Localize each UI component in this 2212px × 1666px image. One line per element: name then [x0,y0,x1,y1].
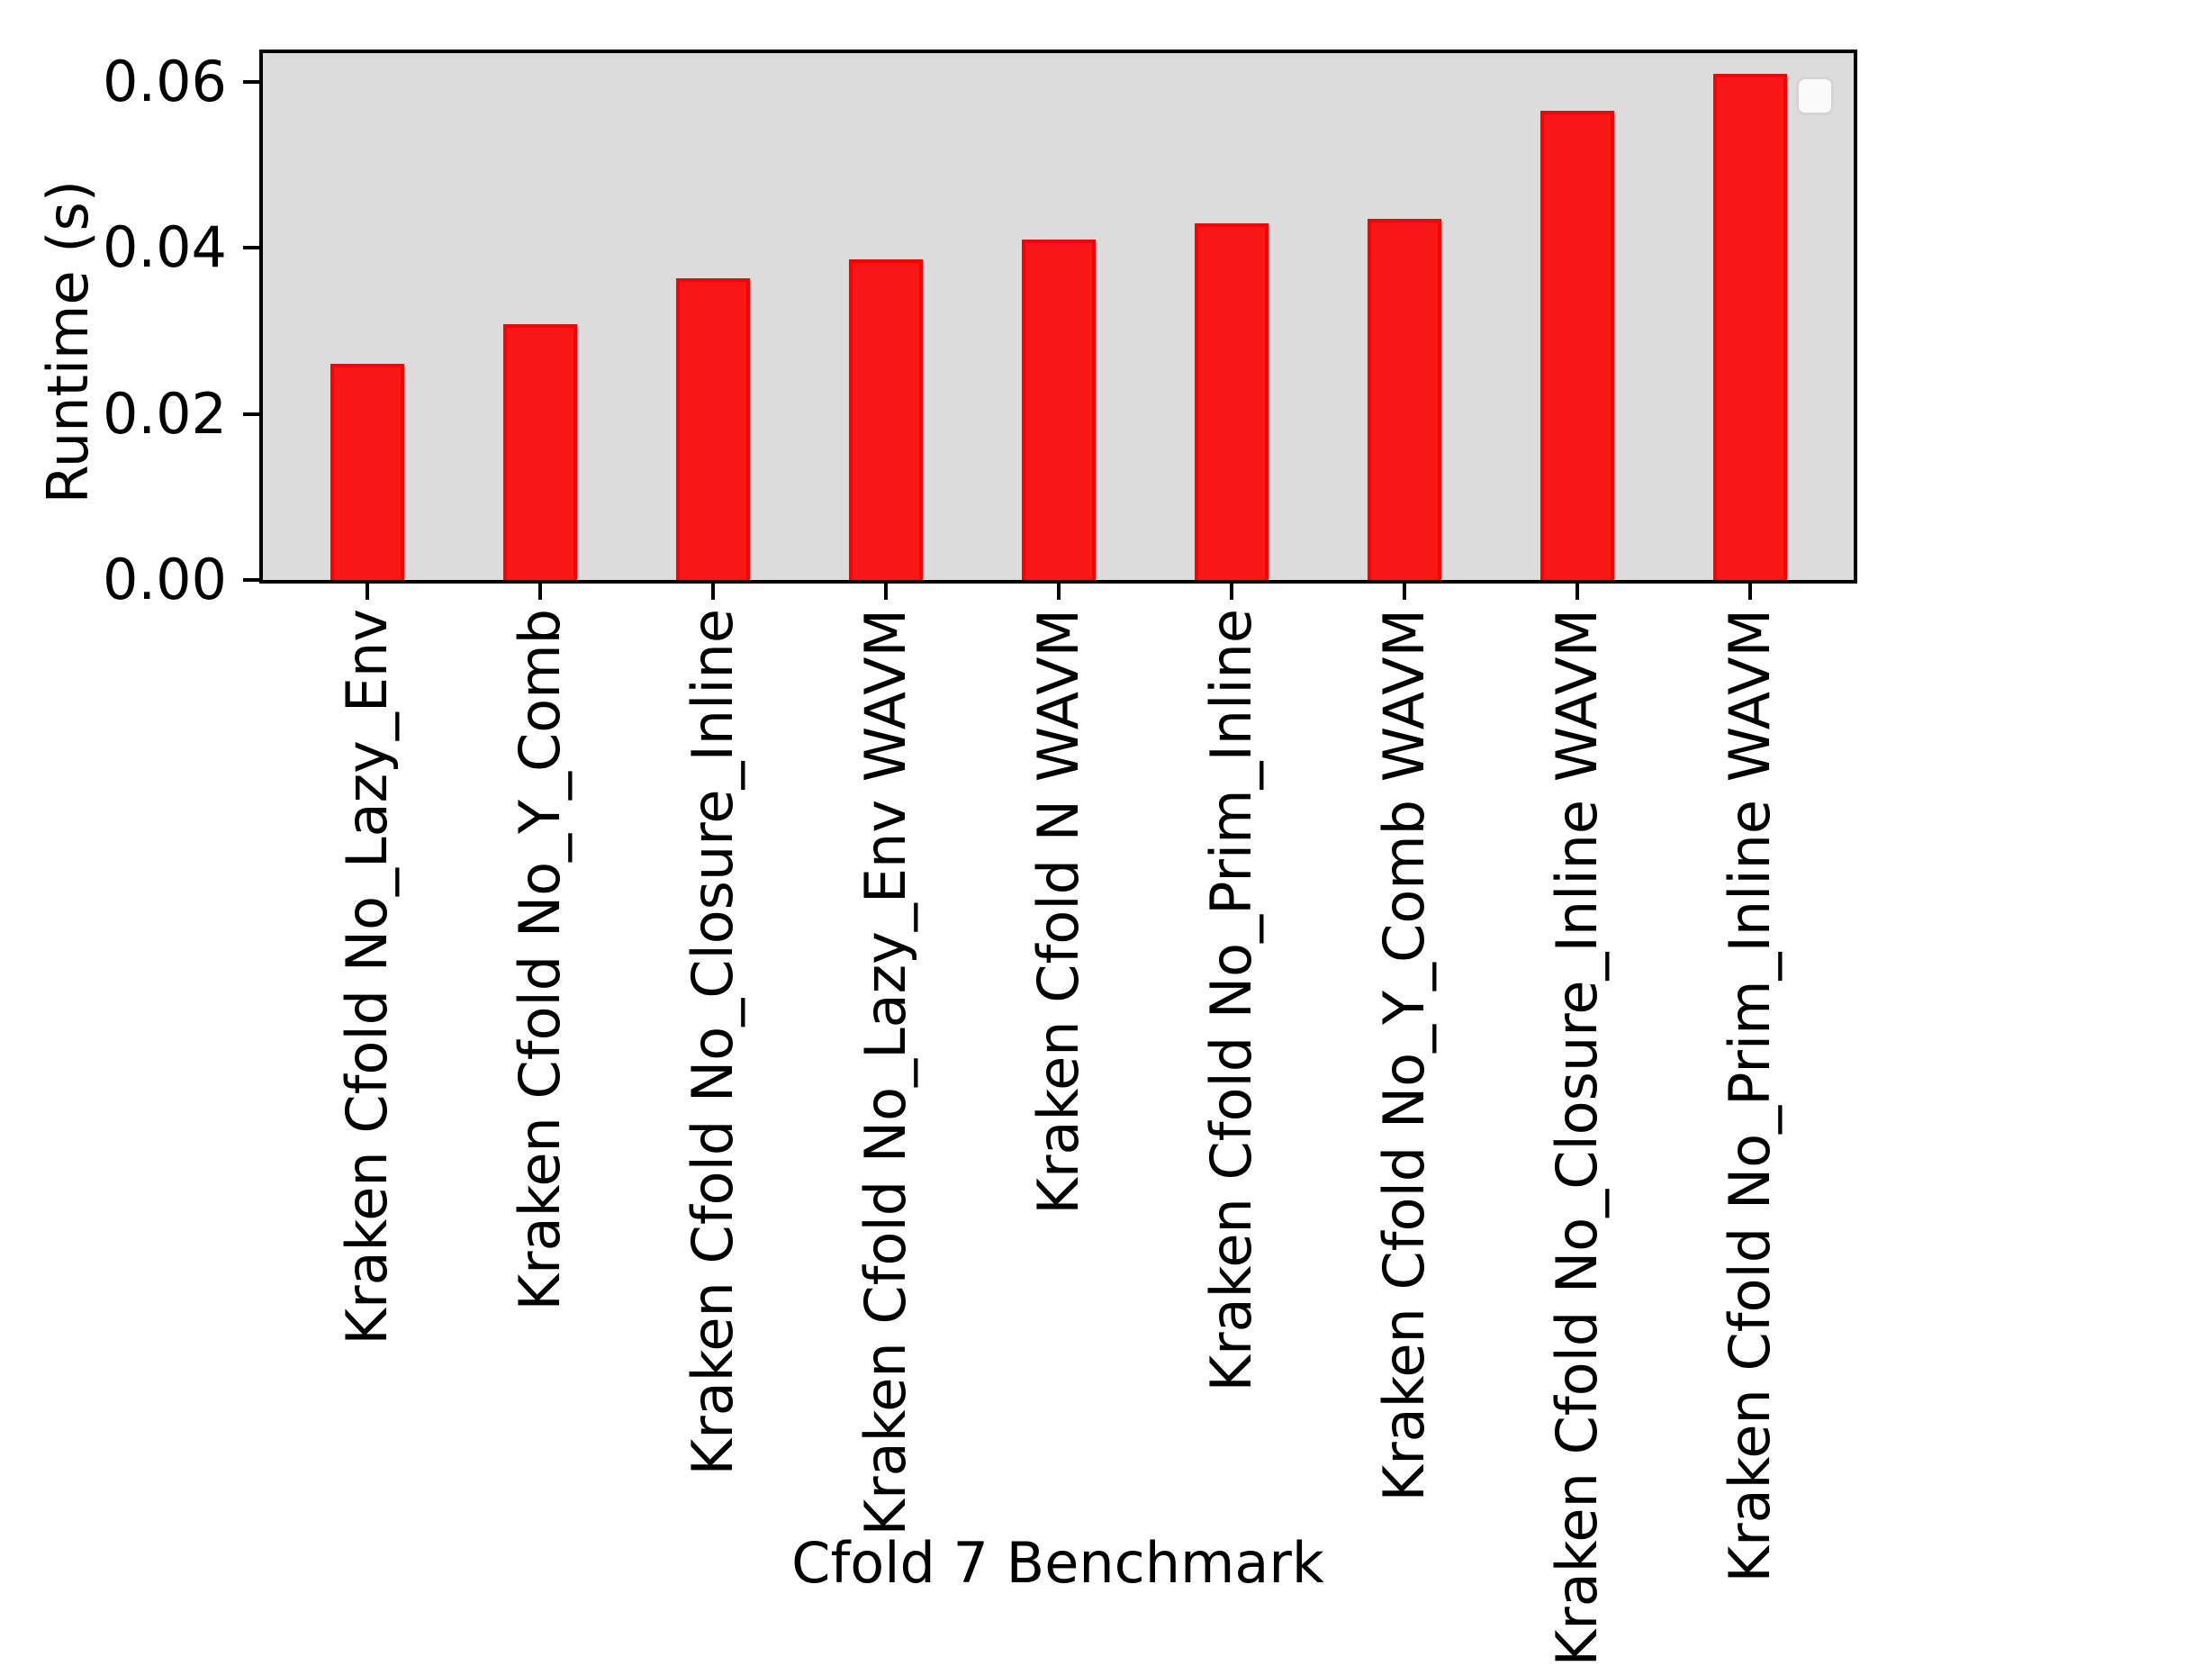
x-tick-label-4: Kraken Cfold No_Lazy_Env WAVM [853,609,918,1536]
plot-area [259,50,1857,584]
bar-4 [849,259,923,580]
legend-box [1796,77,1834,115]
x-tick-label-6: Kraken Cfold No_Prim_Inline [1198,609,1264,1392]
bar-1 [330,364,404,580]
x-tick-label-1: Kraken Cfold No_Lazy_Env [334,609,400,1345]
x-tick-mark-2 [538,584,542,600]
x-tick-mark-8 [1575,584,1579,600]
y-tick-mark-0.00 [243,578,259,582]
bars-layer [263,53,1854,580]
y-tick-mark-0.04 [243,246,259,250]
bar-9 [1713,74,1787,580]
y-axis-title: Runtime (s) [35,180,101,504]
y-tick-label-0.06: 0.06 [102,49,227,115]
x-tick-label-5: Kraken Cfold N WAVM [1025,609,1091,1215]
bar-7 [1368,219,1441,580]
bar-5 [1022,240,1096,580]
y-tick-mark-0.02 [243,412,259,416]
y-tick-label-0.04: 0.04 [102,214,227,281]
x-tick-label-9: Kraken Cfold No_Prim_Inline WAVM [1717,609,1783,1583]
bar-3 [676,278,750,580]
x-tick-label-7: Kraken Cfold No_Y_Comb WAVM [1371,609,1437,1502]
bar-6 [1195,223,1269,580]
x-tick-label-3: Kraken Cfold No_Closure_Inline [680,609,745,1476]
x-axis-title: Cfold 7 Benchmark [791,1530,1324,1596]
x-tick-mark-7 [1403,584,1406,600]
y-tick-label-0.00: 0.00 [102,547,227,612]
x-tick-mark-9 [1748,584,1752,600]
y-tick-label-0.02: 0.02 [102,380,227,447]
x-tick-label-8: Kraken Cfold No_Closure_Inline WAVM [1544,609,1610,1666]
x-tick-mark-6 [1230,584,1233,600]
bar-8 [1540,111,1614,580]
x-tick-mark-5 [1057,584,1061,600]
x-tick-mark-4 [884,584,888,600]
x-tick-label-2: Kraken Cfold No_Y_Comb [507,609,573,1311]
x-tick-mark-1 [366,584,369,600]
bar-2 [503,324,577,580]
x-tick-mark-3 [711,584,715,600]
y-tick-mark-0.06 [243,80,259,85]
